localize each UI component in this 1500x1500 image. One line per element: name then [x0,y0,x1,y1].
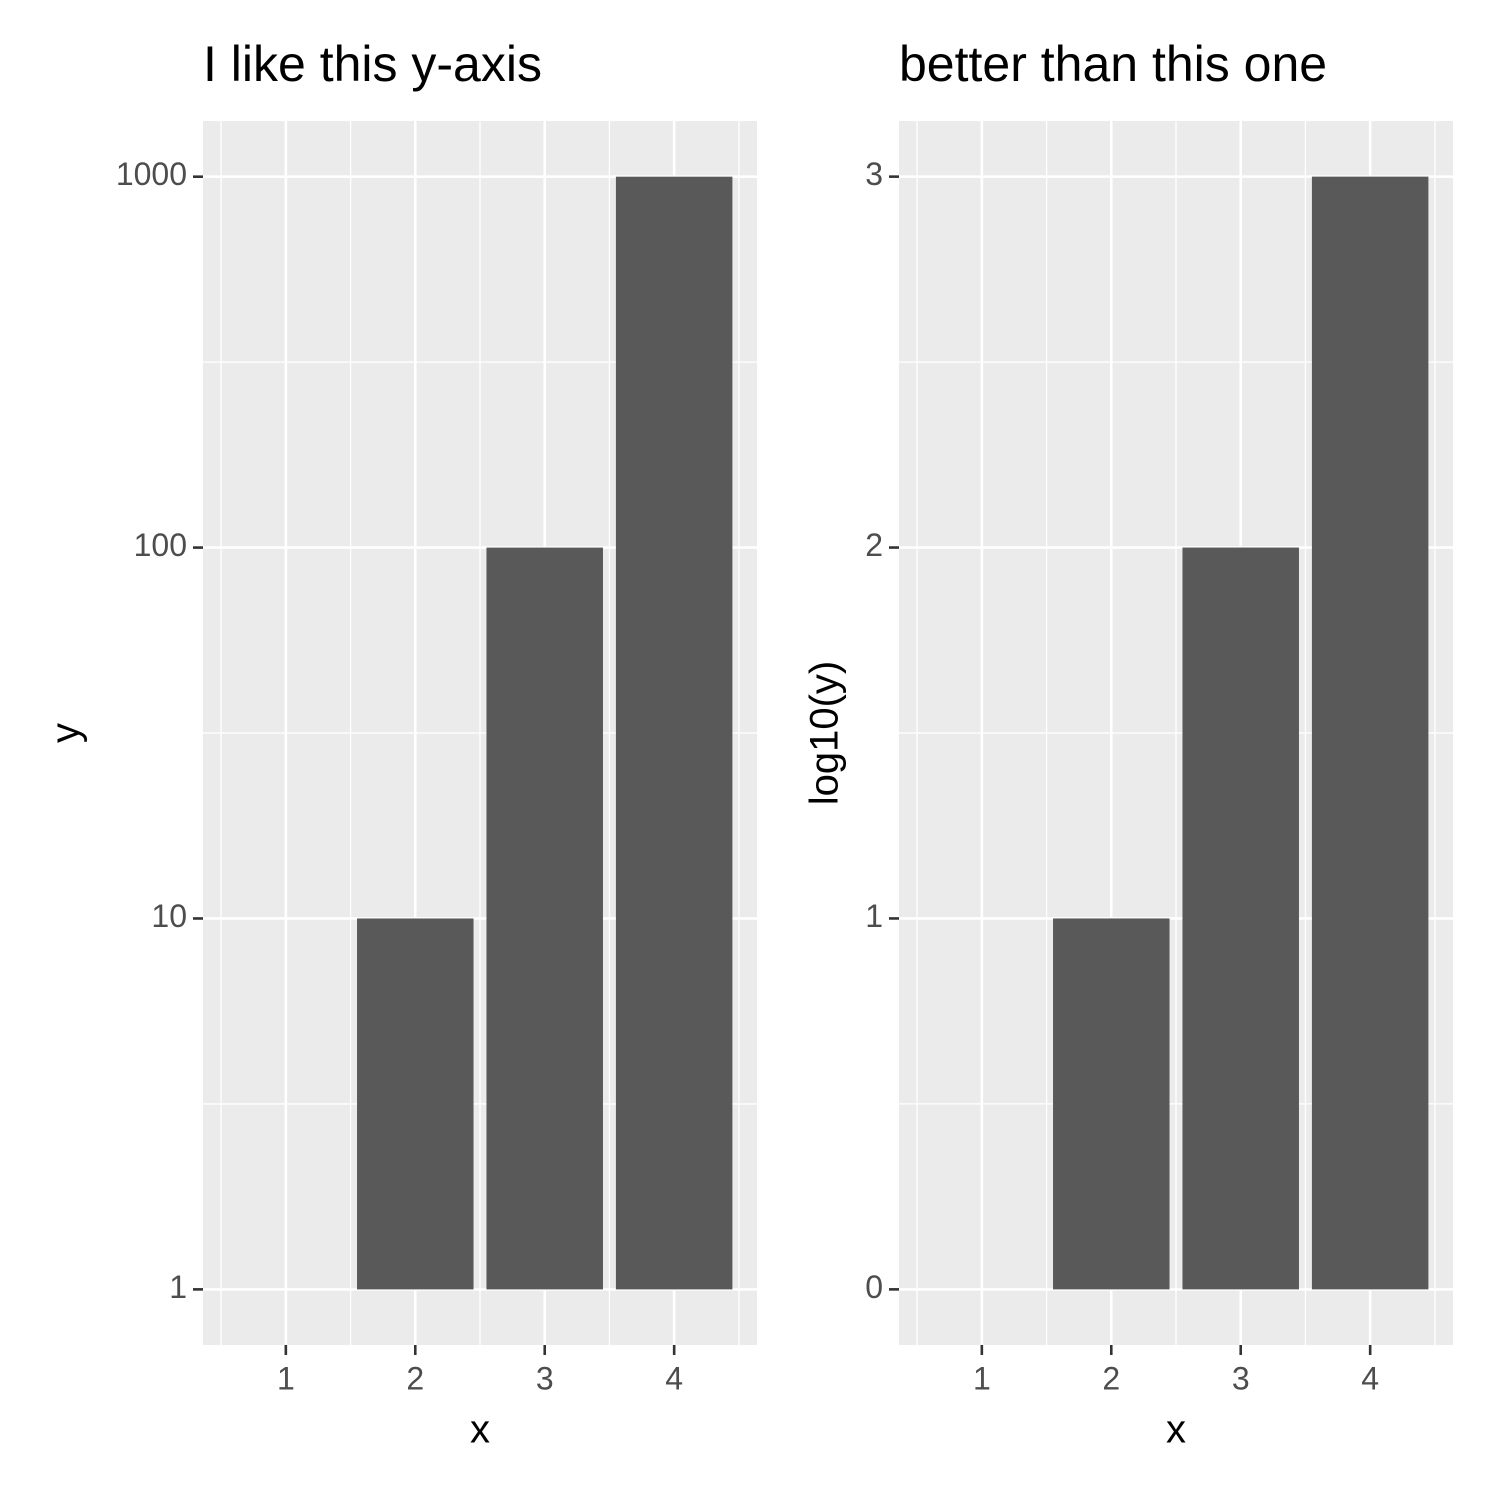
x-tick-label: 2 [1102,1360,1120,1396]
bar [357,918,474,1290]
bar [615,176,733,1290]
x-tick-label: 1 [973,1360,991,1396]
y-tick-label: 1 [169,1269,187,1305]
y-tick-label: 1000 [116,156,187,192]
x-tick-label: 2 [406,1360,424,1396]
bar [486,547,603,1290]
x-tick-label: 1 [277,1360,295,1396]
y-tick-label: 1 [865,898,883,934]
x-tick-label: 4 [665,1360,683,1396]
chart-title: better than this one [899,36,1327,92]
bar [1053,918,1170,1290]
y-tick-label: 0 [865,1269,883,1305]
chart-title: I like this y-axis [203,36,542,92]
y-tick-label: 2 [865,527,883,563]
y-axis-label: log10(y) [803,661,847,806]
x-tick-label: 3 [1232,1360,1250,1396]
x-axis-label: x [1166,1408,1186,1452]
x-tick-label: 3 [536,1360,554,1396]
y-tick-label: 3 [865,156,883,192]
bar [1182,547,1299,1290]
bar [1311,176,1429,1290]
x-axis-label: x [470,1408,490,1452]
y-tick-label: 10 [151,898,187,934]
x-tick-label: 4 [1361,1360,1379,1396]
y-tick-label: 100 [134,527,187,563]
y-axis-label: y [44,723,88,743]
